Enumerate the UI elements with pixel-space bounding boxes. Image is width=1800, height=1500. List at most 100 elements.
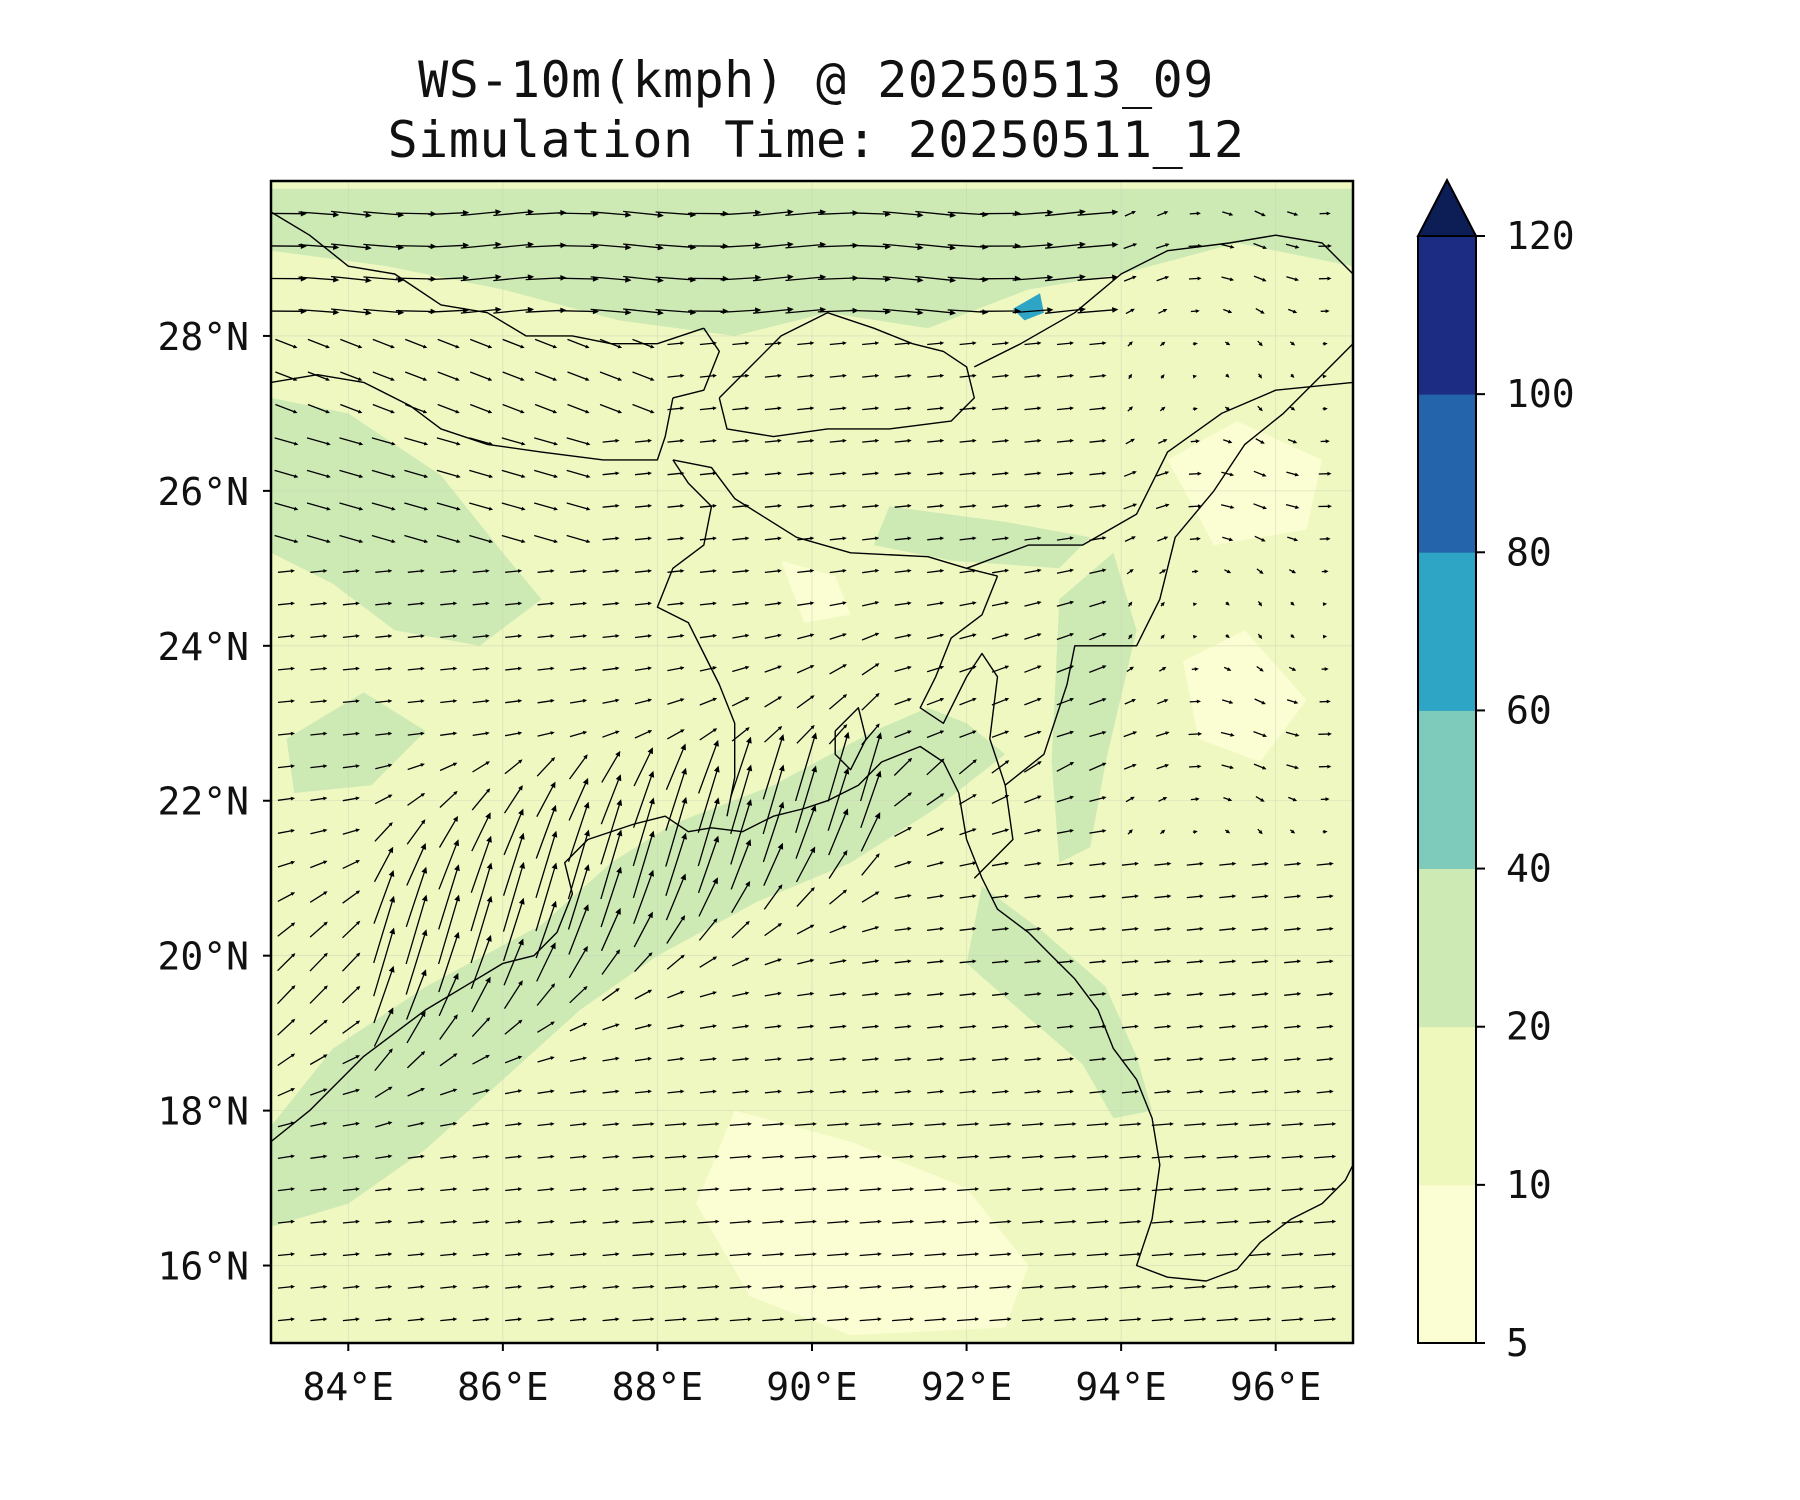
wind-vector [959, 697, 977, 706]
wind-vector [1157, 211, 1169, 217]
wind-vector [634, 569, 652, 573]
wind-vector [1056, 894, 1074, 899]
wind-vector [1249, 1284, 1272, 1289]
wind-vector [1024, 697, 1042, 706]
wind-vector [1119, 1154, 1142, 1159]
wind-vector [536, 757, 556, 777]
wind-vector [469, 338, 493, 349]
wind-vector [860, 812, 881, 852]
wind-vector [309, 1054, 328, 1066]
wind-vector [1024, 504, 1042, 508]
wind-vector [894, 665, 912, 673]
wind-vector [472, 699, 490, 704]
wind-vector [764, 1089, 782, 1094]
colorbar-segment [1418, 868, 1476, 1028]
wind-vector [1024, 601, 1042, 607]
wind-vector [1123, 503, 1138, 510]
wind-vector [829, 504, 847, 508]
wind-vector [797, 406, 815, 411]
wind-vector [926, 861, 945, 868]
wind-vector [373, 895, 395, 964]
wind-vector [1188, 276, 1202, 281]
wind-vector [1319, 536, 1331, 541]
wind-vector [439, 790, 458, 808]
wind-vector [1289, 341, 1296, 346]
wind-vector [373, 846, 394, 883]
wind-vector [764, 1057, 782, 1062]
wind-vector [602, 569, 620, 573]
wind-vector [502, 897, 525, 962]
wind-vector [862, 568, 880, 574]
wind-vector [623, 210, 664, 218]
wind-vector [827, 1122, 850, 1127]
wind-vector [306, 469, 331, 478]
wind-vector [1219, 894, 1237, 899]
wind-vector [666, 729, 685, 740]
boundary-sikkim-border [672, 327, 720, 399]
wind-vector [764, 633, 782, 639]
wind-vector [699, 956, 718, 968]
wind-vector [342, 1055, 360, 1065]
boundary-ganges-delta-islands [834, 707, 867, 771]
wind-vector [1054, 1187, 1077, 1192]
wind-vector [829, 925, 847, 934]
wind-vector [1192, 602, 1198, 607]
wind-vector [372, 403, 395, 414]
wind-vector [1184, 1154, 1207, 1159]
wind-vector [1188, 244, 1203, 248]
wind-vector [764, 438, 782, 443]
wind-vector [1089, 536, 1107, 541]
wind-vector [882, 211, 924, 218]
wind-vector [602, 1056, 620, 1062]
wind-vector [501, 502, 526, 511]
wind-vector [959, 438, 977, 443]
wind-vector [927, 471, 945, 476]
lon-tick-label: 90°E [766, 1365, 858, 1409]
wind-vector [697, 1219, 720, 1224]
wind-vector [1119, 1122, 1142, 1127]
wind-vector [372, 371, 395, 381]
wind-vector [601, 750, 621, 783]
fill-zone-bengal-light [781, 560, 851, 623]
wind-vector [862, 471, 880, 476]
wind-vector [1284, 927, 1302, 931]
boundary-east-india-coast [271, 745, 1353, 1282]
wind-vector [797, 1024, 815, 1029]
wind-vector [407, 1317, 425, 1322]
wind-vector [472, 601, 490, 606]
wind-vector [992, 504, 1010, 508]
wind-vector [764, 1024, 782, 1029]
wind-vector [764, 536, 782, 541]
wind-vector [440, 1121, 458, 1127]
wind-vector [504, 759, 523, 775]
wind-vector [438, 864, 460, 930]
wind-vector [959, 1089, 977, 1094]
wind-vector [1024, 1024, 1042, 1029]
wind-vector [505, 569, 523, 573]
wind-vector [794, 1122, 817, 1127]
wind-vector [1024, 471, 1042, 476]
wind-vector [1024, 992, 1042, 996]
wind-vector [699, 728, 718, 741]
wind-vector [894, 373, 912, 378]
wind-vector [827, 731, 850, 802]
wind-vector [894, 504, 912, 508]
fill-zone-assam-light [1167, 421, 1323, 546]
wind-vector [590, 308, 632, 316]
wind-vector [1216, 1154, 1239, 1159]
colorbar-tick-label: 5 [1506, 1321, 1529, 1365]
wind-vector [470, 934, 492, 990]
wind-vector [342, 796, 360, 802]
wind-vector [1284, 1057, 1302, 1061]
wind-vector [1191, 569, 1199, 574]
wind-vector [537, 601, 555, 606]
wind-vector [1192, 635, 1198, 639]
wind-vector [989, 1122, 1012, 1127]
wind-vector [1012, 274, 1054, 281]
wind-vector [342, 1020, 361, 1034]
wind-vector [570, 1089, 588, 1094]
wind-vector [1024, 730, 1042, 738]
wind-vector [699, 504, 717, 508]
wind-vector [959, 1057, 977, 1061]
wind-vector [590, 243, 632, 251]
